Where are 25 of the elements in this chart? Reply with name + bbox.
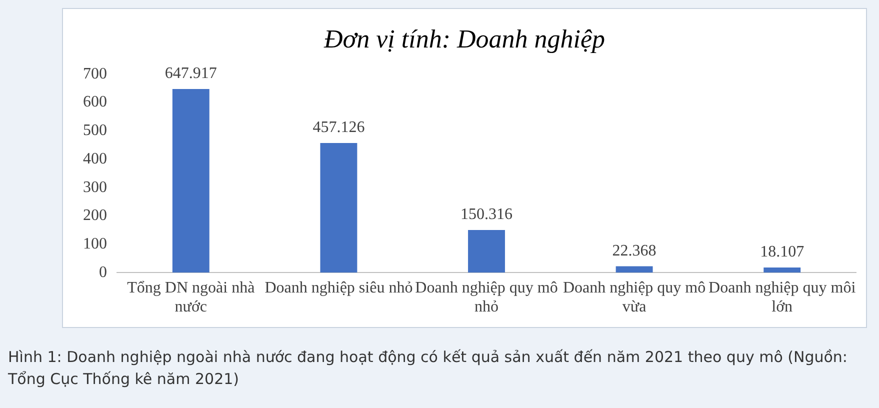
y-tick-label: 500 [83,122,107,140]
x-tick-label: Doanh nghiệp quy môi lớn [708,279,856,316]
x-tick-label: Tổng DN ngoài nhà nước [127,279,255,316]
x-tick-label: Doanh nghiệp siêu nhỏ [264,279,413,296]
y-tick-label: 300 [83,178,107,196]
y-tick-label: 0 [99,264,107,281]
bar [764,267,801,273]
data-label: 18.107 [760,244,804,261]
y-tick-label: 600 [83,94,107,111]
bar [468,230,505,273]
data-label: 647.917 [164,65,217,82]
data-label: 150.316 [460,206,512,224]
data-label: 457.126 [312,119,365,136]
text: Hình 1: Doanh nghiệp ngoài nhà nước đang hoạt động có kết quả sản xuất đến năm 2021 theo quy mô (Nguồn: Tổng Cục Thống kê năm 2021) [8,347,848,390]
y-tick-label: 700 [83,65,107,82]
x-tick-label: Doanh nghiệp quy mô vừa [562,279,706,316]
y-tick-label: 200 [83,207,107,224]
chart-title: Đơn vị tính: Doanh nghiệp [322,24,606,54]
y-tick-label: 400 [83,150,107,168]
bar [616,266,653,273]
bar [172,88,210,273]
y-tick-label: 100 [83,235,107,252]
data-label: 22.368 [612,242,656,260]
bar [320,143,358,273]
x-tick-label: Doanh nghiệp quy mô nhỏ [415,279,558,316]
